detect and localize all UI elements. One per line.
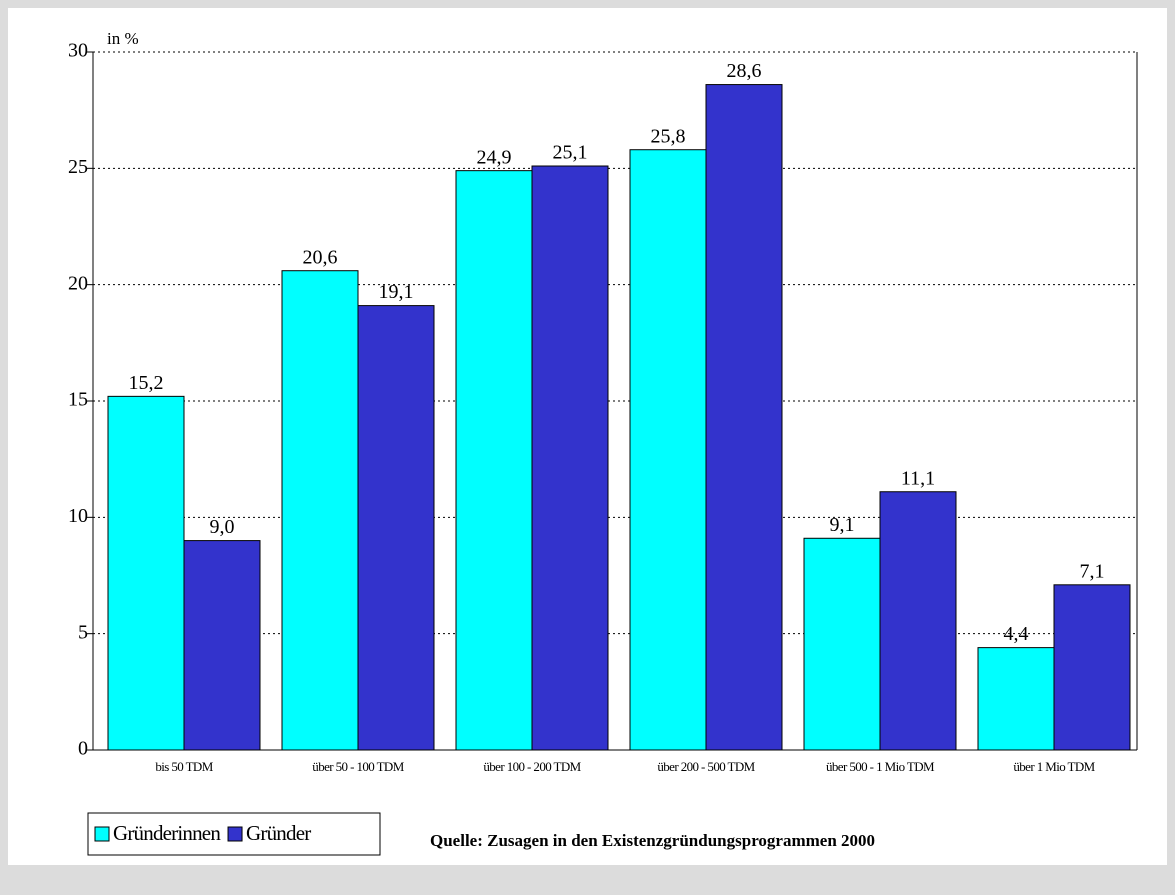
value-label: 25,1 [553, 142, 588, 164]
x-tick-label: über 200 - 500 TDM [657, 759, 755, 774]
y-tick-label: 20 [68, 272, 88, 294]
value-label: 15,2 [129, 372, 164, 394]
bar [183, 540, 261, 751]
value-label: 20,6 [303, 246, 338, 268]
x-tick-label: über 100 - 200 TDM [483, 759, 581, 774]
y-tick-label: 10 [68, 505, 88, 527]
bar [357, 305, 435, 751]
value-label: 28,6 [727, 60, 762, 82]
value-label: 9,1 [830, 514, 855, 536]
bar [705, 84, 783, 751]
bar [803, 537, 881, 751]
legend-swatch [94, 826, 110, 842]
bar [977, 647, 1055, 751]
y-tick-label: 15 [68, 389, 88, 411]
y-tick-label: 0 [78, 738, 88, 760]
bar [107, 395, 185, 751]
y-tick-label: 30 [68, 40, 88, 62]
legend-swatch [227, 826, 243, 842]
value-label: 19,1 [379, 281, 414, 303]
bar [531, 165, 609, 751]
x-tick-label: über 50 - 100 TDM [312, 759, 404, 774]
y-tick-label: 25 [68, 156, 88, 178]
bar [455, 170, 533, 751]
legend-label: Gründer [246, 821, 311, 845]
bar [879, 491, 957, 751]
x-tick-label: über 500 - 1 Mio TDM [826, 759, 935, 774]
bar [629, 149, 707, 751]
y-axis-label: in % [107, 29, 139, 48]
value-label: 7,1 [1080, 560, 1105, 582]
value-label: 25,8 [651, 125, 686, 147]
bar [281, 270, 359, 751]
x-tick-label: über 1 Mio TDM [1013, 759, 1095, 774]
x-tick-label: bis 50 TDM [155, 759, 213, 774]
value-label: 11,1 [901, 467, 935, 489]
value-label: 4,4 [1004, 623, 1029, 645]
source-note: Quelle: Zusagen in den Existenzgründungs… [430, 831, 875, 850]
value-label: 24,9 [477, 146, 512, 168]
y-tick-label: 5 [78, 621, 88, 643]
bar [1053, 584, 1131, 751]
legend-label: Gründerinnen [113, 821, 221, 845]
value-label: 9,0 [210, 516, 235, 538]
